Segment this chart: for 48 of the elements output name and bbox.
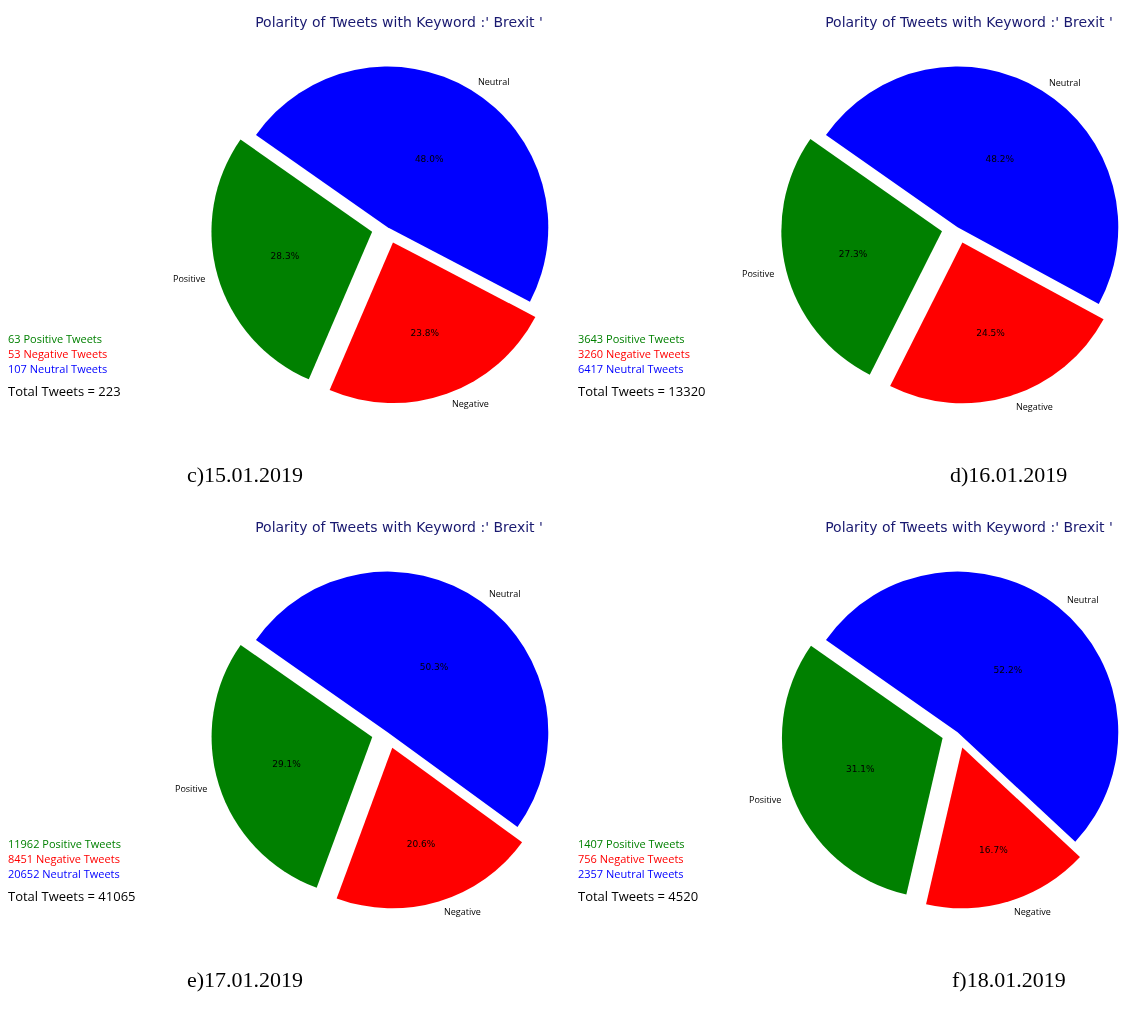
slice-label: Neutral <box>1049 76 1081 89</box>
text: 2357 Neutral Tweets <box>578 866 684 881</box>
chart-title: Polarity of Tweets with Keyword :' Brexit ' <box>825 519 1113 536</box>
slice-label: Neutral <box>489 587 521 600</box>
text: 53 Negative Tweets <box>8 346 108 361</box>
slice-label: Negative <box>452 397 489 410</box>
text: e)17.01.2019 <box>187 967 304 992</box>
data-label: 23.8% <box>410 327 440 338</box>
slice-label: Positive <box>175 782 208 795</box>
slice-label: Negative <box>1014 905 1051 918</box>
data-label: 27.3% <box>838 248 868 259</box>
data-label: 28.3% <box>270 251 300 262</box>
data-label: 20.6% <box>406 838 436 849</box>
chart-title: Polarity of Tweets with Keyword :' Brexit ' <box>825 14 1113 31</box>
text: 3643 Positive Tweets <box>578 331 685 346</box>
text: Total Tweets = 4520 <box>578 887 699 905</box>
slice-label: Negative <box>444 905 481 918</box>
data-label: 52.2% <box>993 664 1023 675</box>
text: Total Tweets = 223 <box>8 382 121 400</box>
chart-title: Polarity of Tweets with Keyword :' Brexit ' <box>255 14 543 31</box>
text: 756 Negative Tweets <box>578 851 684 866</box>
text: c)15.01.2019 <box>187 462 304 487</box>
slice-label: Positive <box>173 272 206 285</box>
data-label: 24.5% <box>976 328 1006 339</box>
data-label: 50.3% <box>419 661 449 672</box>
data-label: 16.7% <box>979 844 1009 855</box>
text: Total Tweets = 41065 <box>8 887 136 905</box>
text: 3260 Negative Tweets <box>578 346 690 361</box>
data-label: 29.1% <box>272 758 302 769</box>
text: 1407 Positive Tweets <box>578 836 685 851</box>
text: 11962 Positive Tweets <box>8 836 121 851</box>
text: d)16.01.2019 <box>950 462 1068 487</box>
text: 107 Neutral Tweets <box>8 361 108 376</box>
slice-label: Neutral <box>478 75 510 88</box>
text: 6417 Neutral Tweets <box>578 361 684 376</box>
chart-title: Polarity of Tweets with Keyword :' Brexit ' <box>255 519 543 536</box>
slice-label: Positive <box>742 267 775 280</box>
slice-label: Negative <box>1016 400 1053 413</box>
text: 8451 Negative Tweets <box>8 851 120 866</box>
text: 63 Positive Tweets <box>8 331 103 346</box>
data-label: 48.0% <box>414 153 444 164</box>
slice-label: Positive <box>749 793 782 806</box>
text: Total Tweets = 13320 <box>578 382 706 400</box>
text: f)18.01.2019 <box>952 967 1066 992</box>
slice-label: Neutral <box>1067 593 1099 606</box>
data-label: 31.1% <box>846 764 876 775</box>
data-label: 48.2% <box>985 153 1015 164</box>
text: 20652 Neutral Tweets <box>8 866 120 881</box>
